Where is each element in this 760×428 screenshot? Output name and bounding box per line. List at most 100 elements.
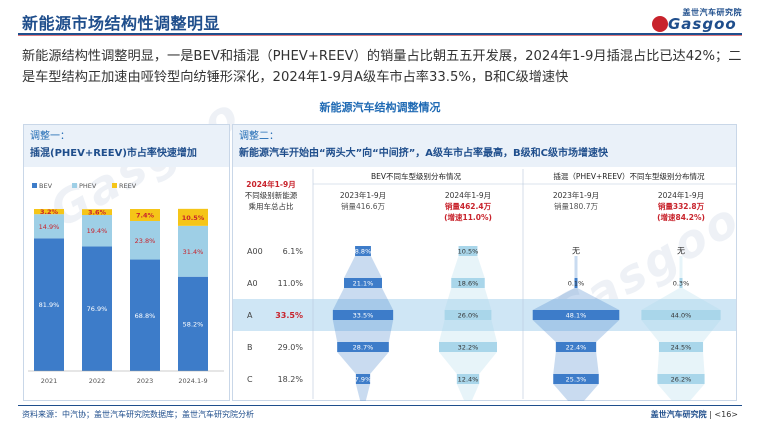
segment-data-label: 32.2% (458, 344, 479, 352)
panel-adjustment-two: 调整二： 新能源汽车开始由“两头大”向“中间挤”，A级车市占率最高，B级和C级市… (232, 124, 737, 401)
segment-bar (657, 374, 705, 384)
footer-org: 盖世汽车研究院 | <16> (650, 410, 738, 419)
x-tick-label: 2024.1-9 (178, 377, 207, 385)
bar-data-label: 81.9% (39, 301, 60, 309)
segment-bar (574, 278, 578, 288)
funnel-connector (439, 352, 497, 374)
legend-swatch (72, 183, 77, 188)
funnel-connector (657, 384, 705, 401)
segment-data-label: 12.4% (458, 376, 479, 384)
bar-data-label: 10.5% (182, 214, 205, 222)
footer-source: 资料来源：中汽协；盖世汽车研究院数据库；盖世汽车研究院分析 (22, 410, 254, 419)
column-year: 2024年1-9月 (658, 190, 704, 200)
segment-data-label: 26.2% (671, 376, 692, 384)
logo-mark-icon (652, 16, 668, 32)
panel-heading: 调整一： (30, 131, 70, 142)
row-level-label: B (247, 343, 253, 352)
panel-adjustment-one: 调整一： 插混(PHEV+REEV)市占率快速增加 BEV PHEV REEV 81.… (23, 124, 230, 401)
panel-subheading: 插混(PHEV+REEV)市占率快速增加 (30, 148, 197, 159)
bar-segment (130, 209, 160, 221)
segment-bar (641, 310, 721, 320)
bar-data-label: 19.4% (87, 227, 108, 235)
row-level-label: A00 (247, 247, 263, 256)
panel-header: 调整一： 插混(PHEV+REEV)市占率快速增加 (24, 125, 229, 167)
bar-data-label: 14.9% (39, 223, 60, 231)
bar-data-label: 76.9% (87, 305, 108, 313)
row-share-value: 33.5% (275, 311, 303, 320)
funnel-connector (355, 384, 371, 401)
page-title: 新能源市场结构性调整明显 (22, 14, 221, 33)
legend-swatch (112, 183, 117, 188)
bar-data-label: 7.4% (136, 211, 155, 219)
funnel-connector (574, 256, 578, 278)
segment-data-label: 33.5% (353, 312, 374, 320)
bar-data-label: 3.6% (88, 209, 107, 217)
segment-bar (458, 246, 478, 256)
funnel-connector (451, 256, 485, 278)
bar-data-label: 31.4% (183, 248, 204, 256)
legend-swatch (32, 183, 37, 188)
funnel-connector (553, 352, 599, 374)
segment-data-label: 24.5% (671, 344, 692, 352)
bar-data-label: 58.2% (183, 320, 204, 328)
funnel-connector (444, 288, 492, 310)
segment-bar (553, 374, 599, 384)
segment-bar (658, 342, 704, 352)
bar-segment (130, 259, 160, 371)
segment-data-label: 25.3% (566, 376, 587, 384)
segment-data-label: 18.6% (458, 280, 479, 288)
segment-data-label: 无 (572, 247, 580, 256)
segment-bar (355, 374, 371, 384)
segment-data-label: 无 (677, 247, 685, 256)
segment-bar (444, 310, 492, 320)
column-sales: 销量180.7万 (554, 201, 598, 211)
funnel-connector (532, 320, 620, 342)
panel-heading: 调整二： (239, 131, 279, 142)
column-sales: 销量462.4万 (445, 201, 492, 211)
row-share-value: 18.2% (278, 375, 304, 384)
section-title: 新能源汽车结构调整情况 (319, 101, 441, 114)
column-year: 2023年1-9月 (553, 190, 599, 200)
segment-bar (332, 310, 394, 320)
row-level-label: A0 (247, 279, 258, 288)
logo-word: Gasgoo (668, 15, 737, 33)
page-number: <16> (714, 410, 738, 419)
share-header-line: 2024年1-9月 (246, 179, 295, 189)
bar-data-label: 3.2% (40, 208, 59, 216)
segment-bar (555, 342, 597, 352)
segment-data-label: 8.8% (355, 248, 372, 256)
title-divider (18, 33, 742, 35)
column-year: 2024年1-9月 (445, 190, 491, 200)
segment-bar (456, 374, 480, 384)
group-title: BEV不同车型级别分布情况 (371, 171, 462, 181)
x-tick-label: 2021 (41, 377, 58, 385)
segment-data-label: 26.0% (458, 312, 479, 320)
row-share-value: 29.0% (278, 343, 304, 352)
row-level-label: C (247, 375, 253, 384)
funnel-connector (439, 320, 497, 342)
gasgoo-logo: 盖世汽车研究院 Gasgoo (646, 7, 746, 35)
segment-data-label: 28.7% (353, 344, 374, 352)
funnel-connector (337, 352, 389, 374)
segment-bar (532, 310, 620, 320)
x-tick-label: 2023 (137, 377, 154, 385)
share-header-line: 不同级别新能源 (245, 190, 298, 200)
group-title: 插混（PHEV+REEV）不同车型级别分布情况 (553, 171, 705, 181)
x-tick-label: 2022 (89, 377, 106, 385)
funnel-connector (641, 320, 721, 342)
footer-divider (18, 405, 742, 406)
funnel-connector (332, 320, 394, 342)
title-divider-accent (18, 35, 742, 36)
bar-segment (178, 276, 208, 371)
segment-bar (451, 278, 485, 288)
row-share-value: 11.0% (278, 279, 304, 288)
column-sales: 销量332.8万 (658, 201, 705, 211)
segment-bar (439, 342, 497, 352)
funnel-connector (456, 384, 480, 401)
legend-label: BEV (39, 182, 53, 190)
column-sales: 销量416.6万 (341, 201, 385, 211)
segment-data-label: 0.3% (673, 280, 690, 288)
funnel-connector (344, 256, 382, 278)
bar-segment (34, 214, 64, 239)
